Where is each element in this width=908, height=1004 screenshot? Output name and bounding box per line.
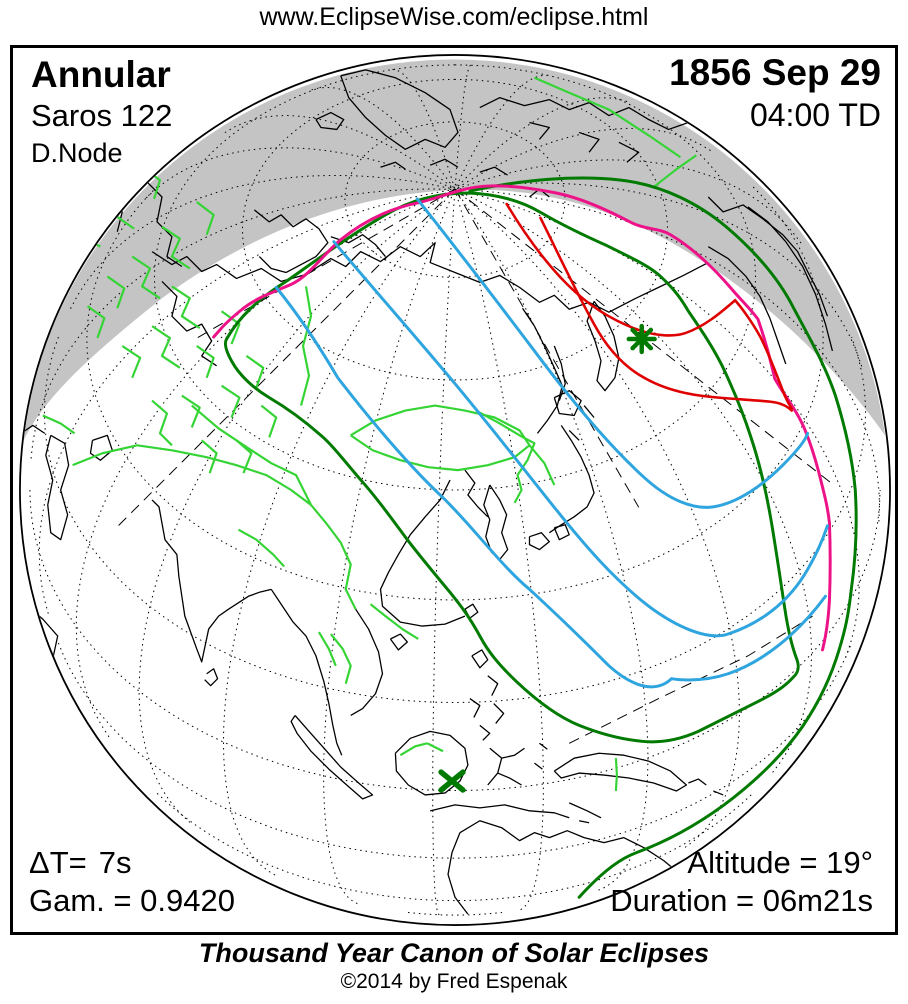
gamma-label: Gam. = 0.9420 — [29, 883, 235, 918]
copyright-text: ©2014 by Fred Espenak — [340, 970, 568, 993]
max-eclipse-red-inner — [505, 202, 793, 410]
eclipse-date-label: 1856 Sep 29 — [669, 52, 881, 93]
magnitude-blue-outer — [274, 285, 827, 689]
sunrise-sunset-curve — [212, 184, 832, 652]
night-shade-region — [21, 59, 886, 445]
penumbra-limit-loop — [223, 191, 800, 744]
penumbra-limit-sunset — [468, 176, 858, 899]
page-url-text: www.EclipseWise.com/eclipse.html — [259, 3, 649, 31]
canon-title: Thousand Year Canon of Solar Eclipses — [198, 938, 710, 968]
subsolar-point-marker — [438, 769, 466, 793]
delta-t-value: 7s — [98, 845, 132, 880]
duration-label: Duration = 06m21s — [610, 883, 873, 918]
eclipse-type-label: Annular — [31, 54, 171, 95]
node-label: D.Node — [31, 138, 123, 168]
max-eclipse-red-outer — [539, 216, 793, 412]
altitude-label: Altitude = 19° — [687, 845, 873, 880]
graticule-grid — [29, 64, 881, 916]
magnitude-blue-mid — [332, 240, 829, 638]
greatest-eclipse-marker — [626, 323, 657, 355]
saros-label: Saros 122 — [31, 98, 173, 133]
eclipse-globe-map — [19, 54, 891, 926]
delta-t-label: ΔT= — [29, 845, 87, 880]
globe-layers — [20, 59, 886, 925]
delta-t-row: ΔT= 7s — [29, 845, 132, 880]
globe-outline — [19, 54, 891, 926]
eclipse-time-label: 04:00 TD — [749, 97, 881, 133]
magnitude-blue-inner — [415, 197, 810, 509]
map-frame: Annular Saros 122 D.Node 1856 Sep 29 04:… — [10, 45, 898, 935]
